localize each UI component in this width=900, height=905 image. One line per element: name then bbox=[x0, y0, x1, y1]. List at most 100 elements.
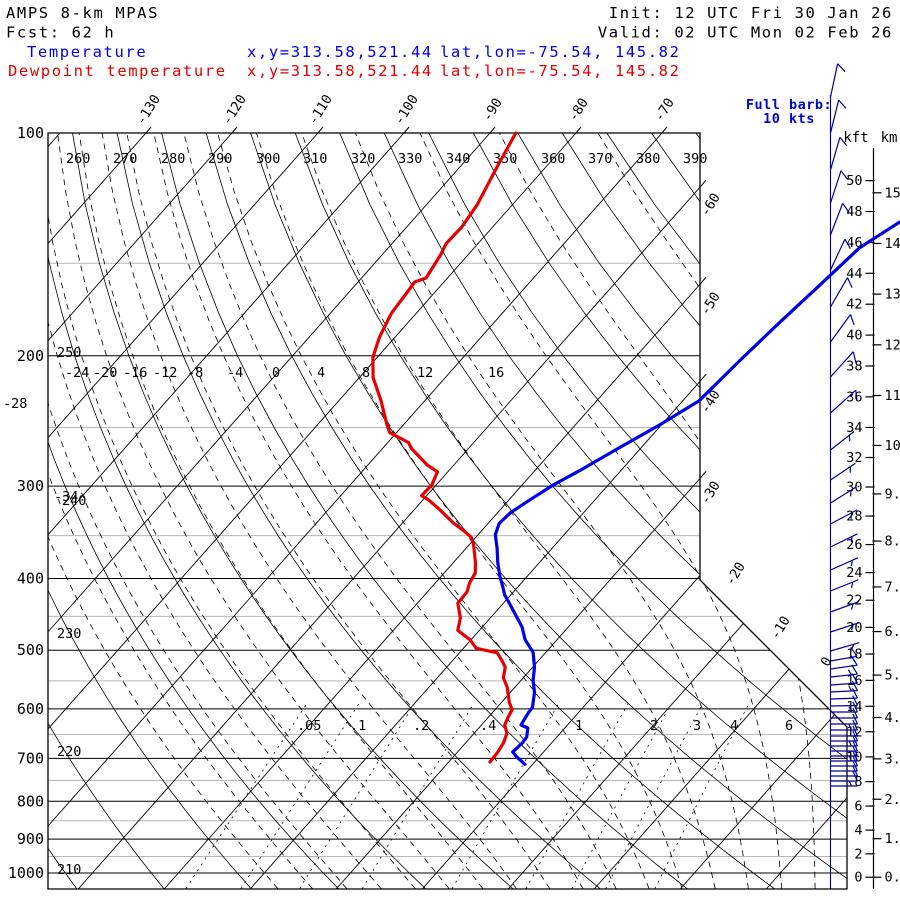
moist-adiabat bbox=[127, 133, 550, 889]
isotherm-right-tick bbox=[700, 277, 706, 284]
dry-adiabat-label: 270 bbox=[113, 151, 137, 167]
dry-adiabat-label: 250 bbox=[57, 345, 81, 361]
pressure-label: 700 bbox=[17, 749, 44, 767]
forecast-hour: Fcst: 62 h bbox=[6, 24, 115, 42]
moist-adiabat bbox=[102, 133, 516, 889]
isotherm-label: -60 bbox=[697, 190, 723, 219]
moist-adiabat bbox=[256, 133, 682, 889]
isotherm-line bbox=[0, 133, 146, 889]
isotherm-line bbox=[0, 133, 662, 889]
dewpoint-latlon: lat,lon=-75.54, 145.82 bbox=[440, 62, 681, 80]
isotherm-label: -120 bbox=[219, 92, 250, 128]
wind-barb bbox=[831, 463, 856, 480]
km-tick-label: 4. bbox=[885, 710, 900, 726]
temperature-series-label: Temperature bbox=[27, 43, 147, 61]
km-tick-label: 14. bbox=[885, 236, 900, 252]
temperature-xy: x,y=313.58,521.44 bbox=[247, 43, 433, 61]
isotherm-label: -20 bbox=[722, 559, 748, 588]
km-tick-label: 12. bbox=[885, 337, 900, 353]
km-tick-label: 6. bbox=[885, 624, 900, 640]
km-tick-label: 9. bbox=[885, 486, 900, 502]
dewpoint-series-label: Dewpoint temperature bbox=[8, 62, 227, 80]
dry-adiabat bbox=[0, 133, 338, 889]
skewt-line-families bbox=[0, 133, 900, 889]
moist-adiabat-label: 16 bbox=[488, 365, 504, 381]
isotherm-right-tick bbox=[700, 471, 706, 478]
wind-barb bbox=[831, 171, 848, 203]
dry-adiabat-label: 220 bbox=[57, 744, 81, 760]
page-title: AMPS 8-km MPAS bbox=[6, 4, 159, 22]
dry-adiabat-label: 390 bbox=[683, 151, 707, 167]
dry-adiabat-label: 210 bbox=[57, 862, 81, 878]
km-tick-label: 15. bbox=[885, 185, 900, 201]
temperature-latlon: lat,lon=-75.54, 145.82 bbox=[440, 43, 681, 61]
kft-tick-label: 50 bbox=[846, 173, 862, 189]
isotherm-right-tick bbox=[700, 374, 706, 381]
kft-tick-label: 2 bbox=[854, 846, 862, 862]
isotherm-top-tick bbox=[490, 127, 495, 133]
valid-time: Valid: 02 UTC Mon 02 Feb 26 bbox=[598, 24, 893, 42]
km-axis-header: km bbox=[881, 130, 898, 146]
isotherm-label: 0 bbox=[818, 654, 836, 669]
dry-adiabat bbox=[28, 133, 426, 889]
isotherm-line bbox=[0, 133, 490, 889]
dry-adiabat bbox=[518, 133, 900, 889]
pressure-label: 1000 bbox=[8, 864, 44, 882]
pressure-label: 500 bbox=[17, 641, 44, 659]
dry-adiabat bbox=[340, 133, 900, 889]
mixing-ratio-label: 1 bbox=[575, 718, 583, 734]
kft-tick-label: 40 bbox=[846, 328, 862, 344]
kft-tick-label: 24 bbox=[846, 565, 862, 581]
moist-adiabat bbox=[184, 133, 616, 889]
km-tick-label: 10. bbox=[885, 438, 900, 454]
km-tick-label: 2. bbox=[885, 792, 900, 808]
pressure-label: 900 bbox=[17, 830, 44, 848]
dry-adiabat-label: 300 bbox=[256, 151, 280, 167]
isotherm-label: -110 bbox=[305, 92, 336, 128]
isotherm-top-tick bbox=[576, 127, 581, 133]
wind-barb bbox=[831, 100, 846, 133]
dry-adiabat bbox=[251, 133, 862, 889]
isotherm-line bbox=[336, 133, 900, 889]
moist-adiabat bbox=[17, 133, 381, 889]
moist-adiabat-label: -20 bbox=[93, 365, 117, 381]
isotherm-line bbox=[0, 133, 60, 889]
wind-barb bbox=[831, 137, 847, 170]
pressure-label: 100 bbox=[17, 124, 44, 142]
isotherm-label: -50 bbox=[697, 289, 723, 318]
km-tick-label: 0. bbox=[885, 870, 900, 886]
mixing-ratio-label: .05 bbox=[297, 718, 321, 734]
isotherm-top-tick bbox=[662, 127, 667, 133]
kft-tick-label: 42 bbox=[846, 297, 862, 313]
km-tick-label: 5. bbox=[885, 668, 900, 684]
dry-adiabat-label: 310 bbox=[303, 151, 327, 167]
kft-tick-label: 22 bbox=[846, 593, 862, 609]
moist-adiabat bbox=[0, 133, 347, 889]
moist-adiabat-label: 8 bbox=[362, 365, 370, 381]
isotherm-label: -90 bbox=[479, 95, 505, 124]
moist-adiabat-label: -8 bbox=[187, 365, 203, 381]
dry-adiabat bbox=[696, 133, 900, 889]
dry-adiabat-label: 370 bbox=[588, 151, 612, 167]
moist-adiabat bbox=[0, 133, 313, 889]
km-tick-label: 7. bbox=[885, 579, 900, 595]
dry-adiabat-label: 340 bbox=[446, 151, 470, 167]
moist-adiabat bbox=[0, 133, 278, 889]
mixing-ratio-label: 6 bbox=[785, 718, 793, 734]
mixing-ratio-label: .2 bbox=[413, 718, 429, 734]
moist-adiabat-label: -24 bbox=[65, 365, 89, 381]
dry-adiabat-label: 230 bbox=[57, 626, 81, 642]
mixing-ratio-label: .1 bbox=[350, 718, 366, 734]
barb-legend-line2: 10 kts bbox=[763, 111, 815, 127]
kft-tick-label: 26 bbox=[846, 537, 862, 553]
moist-adiabat-label: -12 bbox=[153, 365, 177, 381]
moist-adiabat-left-label: -34 bbox=[54, 489, 78, 505]
moist-adiabat-label: 12 bbox=[417, 365, 433, 381]
isotherm-line bbox=[78, 133, 748, 889]
moist-adiabat-label: -16 bbox=[123, 365, 147, 381]
wind-barb bbox=[831, 64, 846, 97]
pressure-label: 200 bbox=[17, 347, 44, 365]
kft-tick-label: 4 bbox=[854, 823, 862, 839]
